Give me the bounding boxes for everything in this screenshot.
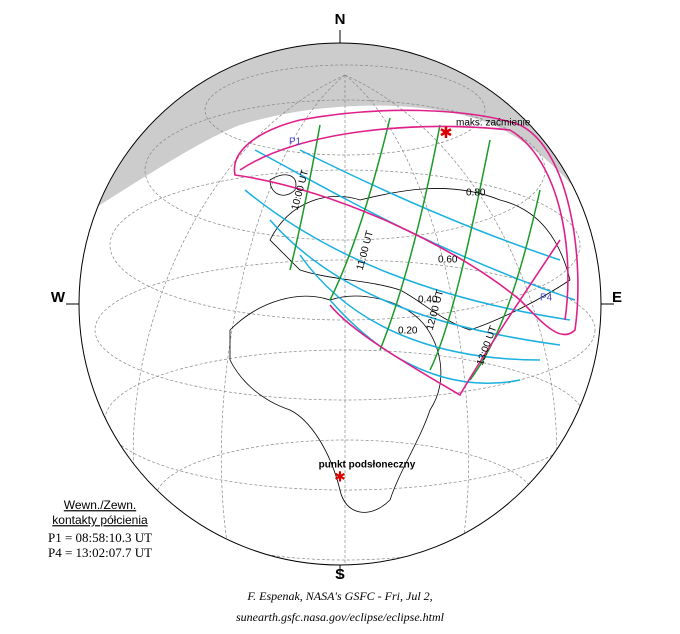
compass-label: N <box>335 11 346 28</box>
marker: ✱ <box>334 469 346 485</box>
compass-label: S <box>335 566 345 583</box>
legend-title: Wewn./Zewn. <box>64 498 136 512</box>
subsolar-label: punkt podsłoneczny <box>319 460 416 471</box>
penumbra-limit <box>239 125 569 397</box>
magnitude-label: 0.60 <box>438 255 458 266</box>
contact-label: P1 <box>289 137 302 148</box>
credit: sunearth.gsfc.nasa.gov/eclipse/eclipse.h… <box>236 610 445 624</box>
contact-label: P4 <box>540 293 553 304</box>
axis-ticks <box>66 30 614 578</box>
magnitude-label: 0.20 <box>398 326 418 337</box>
magnitude-label: 0.80 <box>466 188 486 199</box>
magnitude-label: 0.40 <box>418 295 438 306</box>
credit: F. Espenak, NASA's GSFC - Fri, Jul 2, <box>246 589 432 603</box>
max-eclipse-label: maks. zaćmienie <box>456 118 531 129</box>
compass-label: E <box>612 289 622 306</box>
legend-entry: P1 = 08:58:10.3 UT <box>48 530 152 545</box>
legend-title: kontakty półcienia <box>52 513 148 527</box>
coastlines <box>229 174 571 513</box>
legend-entry: P4 = 13:02:07.7 UT <box>48 545 152 560</box>
penumbra-limit <box>233 109 579 336</box>
time-lines <box>289 117 541 381</box>
marker: ✱ <box>439 125 452 142</box>
compass-label: W <box>51 289 66 306</box>
